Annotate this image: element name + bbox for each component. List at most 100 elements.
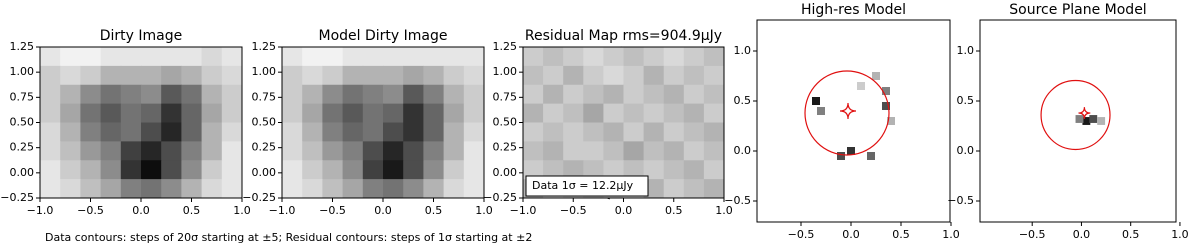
y-tick-label: 0.25 xyxy=(493,141,518,154)
pixel xyxy=(221,65,243,86)
pixel xyxy=(683,179,705,199)
pixel xyxy=(837,152,845,160)
pixel xyxy=(703,122,725,142)
pixel xyxy=(683,65,705,86)
x-tick-label: −0.5 xyxy=(560,204,587,217)
pixel xyxy=(663,122,685,142)
pixel xyxy=(342,103,364,123)
pixel xyxy=(643,47,665,67)
pixel xyxy=(383,103,404,123)
x-tick-label: 0.0 xyxy=(615,204,633,217)
pixel xyxy=(583,65,604,86)
y-tick-label: 1.00 xyxy=(10,65,35,78)
pixel xyxy=(362,65,384,86)
pixel xyxy=(60,103,81,123)
pixel xyxy=(683,103,705,123)
pixel xyxy=(463,179,485,199)
y-tick-label: −0.25 xyxy=(0,191,34,204)
pixel xyxy=(141,141,162,161)
pixel xyxy=(663,160,685,180)
pixel xyxy=(523,122,544,142)
pixel xyxy=(563,47,584,67)
pixel xyxy=(221,47,243,67)
pixel xyxy=(463,122,485,142)
pixel xyxy=(847,147,855,155)
pixel xyxy=(523,84,544,105)
pixel xyxy=(603,122,624,142)
pixel xyxy=(161,103,182,123)
pixel xyxy=(141,65,162,86)
pixel xyxy=(40,47,61,67)
pixel xyxy=(80,65,102,86)
pixel xyxy=(282,84,303,105)
pixel xyxy=(423,160,445,180)
pixel xyxy=(161,160,182,180)
pixel xyxy=(60,47,81,67)
pixel xyxy=(362,122,384,142)
pixel xyxy=(322,65,344,86)
pixel xyxy=(543,103,564,123)
pixel xyxy=(463,160,485,180)
x-tick-label: 1.0 xyxy=(942,228,960,241)
pixel xyxy=(40,179,61,199)
pixel xyxy=(603,84,624,105)
pixel xyxy=(563,141,584,161)
pixel xyxy=(583,47,604,67)
pixel xyxy=(623,122,645,142)
pixel xyxy=(80,47,102,67)
pixel xyxy=(663,84,685,105)
y-tick-label: −0.5 xyxy=(724,194,751,207)
pixel xyxy=(543,47,564,67)
x-tick-label: −1.0 xyxy=(27,204,54,217)
pixel xyxy=(100,122,122,142)
pixel xyxy=(80,141,102,161)
pixel xyxy=(302,84,323,105)
y-tick-label: 1.25 xyxy=(252,40,277,53)
y-tick-label: 0.50 xyxy=(493,116,518,129)
footnote: Data contours: steps of 20σ starting at … xyxy=(45,231,532,244)
x-tick-label: −0.5 xyxy=(319,204,346,217)
pixel xyxy=(543,84,564,105)
pixel xyxy=(403,179,424,199)
axes-frame xyxy=(756,19,951,223)
pixel xyxy=(463,141,485,161)
pixel xyxy=(623,103,645,123)
pixel xyxy=(423,65,445,86)
pixel xyxy=(643,103,665,123)
y-tick-label: 0.75 xyxy=(10,90,35,103)
pixel xyxy=(201,160,223,180)
pixel xyxy=(663,47,685,67)
y-tick-label: 1.25 xyxy=(493,40,518,53)
pixel xyxy=(181,103,203,123)
y-tick-label: 0.5 xyxy=(734,94,752,107)
pixel xyxy=(362,141,384,161)
pixel xyxy=(543,141,564,161)
axes-frame xyxy=(979,19,1177,223)
y-tick-label: 0.75 xyxy=(252,90,277,103)
pixel xyxy=(703,103,725,123)
pixel xyxy=(623,160,645,180)
pixel xyxy=(403,160,424,180)
x-tick-label: −0.5 xyxy=(1019,228,1046,241)
pixel xyxy=(161,179,182,199)
pixel xyxy=(663,103,685,123)
x-tick-label: 1.0 xyxy=(715,204,733,217)
pixel xyxy=(221,84,243,105)
pixel xyxy=(40,160,61,180)
pixel xyxy=(663,179,685,199)
pixel xyxy=(857,82,865,90)
pixel xyxy=(383,141,404,161)
y-tick-label: 1.0 xyxy=(734,44,752,57)
x-tick-label: 0.0 xyxy=(842,228,860,241)
pixel xyxy=(683,47,705,67)
pixel xyxy=(423,141,445,161)
pixel xyxy=(161,141,182,161)
pixel xyxy=(80,179,102,199)
pixel xyxy=(603,141,624,161)
pixel xyxy=(423,103,445,123)
pixel xyxy=(60,141,81,161)
annotation-box xyxy=(525,175,649,197)
y-tick-label: 0.25 xyxy=(10,141,35,154)
pixel xyxy=(403,47,424,67)
